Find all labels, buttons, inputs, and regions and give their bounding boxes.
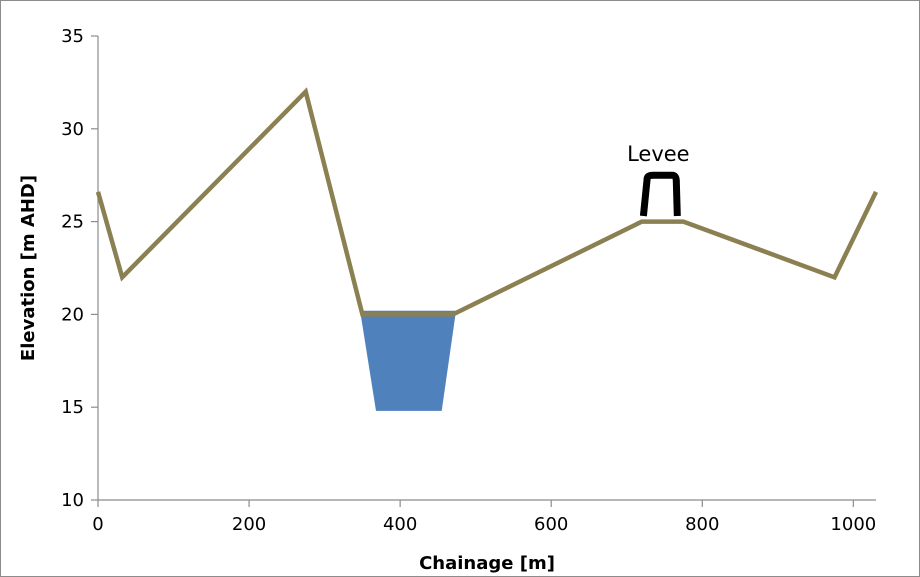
plot-content: Levee	[95, 87, 879, 411]
y-tick-label: 30	[61, 119, 84, 140]
y-tick-label: 25	[61, 212, 84, 233]
x-tick-label: 600	[534, 514, 568, 535]
y-tick-label: 15	[61, 397, 84, 418]
river-channel-water	[360, 310, 456, 411]
x-tick-label: 400	[383, 514, 417, 535]
levee-shape	[639, 171, 681, 217]
x-tick-label: 1000	[830, 514, 876, 535]
y-tick-label: 35	[61, 26, 84, 47]
ground-profile-line	[95, 87, 879, 317]
x-tick-label: 800	[685, 514, 719, 535]
levee-label: Levee	[627, 142, 690, 166]
x-tick-label: 0	[92, 514, 103, 535]
y-axis: 10 15 20 25 30 35	[61, 26, 99, 511]
y-tick-label: 10	[61, 490, 84, 511]
x-axis: 0 200 400 600 800 1000	[92, 499, 876, 535]
x-axis-title: Chainage [m]	[419, 553, 555, 574]
y-axis-title: Elevation [m AHD]	[18, 175, 39, 361]
y-tick-label: 20	[61, 304, 84, 325]
x-tick-label: 200	[232, 514, 266, 535]
